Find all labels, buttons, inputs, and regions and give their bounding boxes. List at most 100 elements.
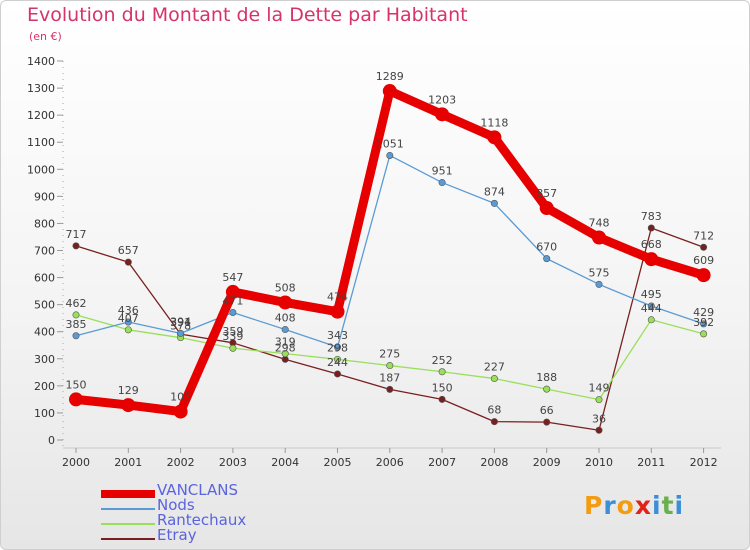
logo-letter: t (661, 491, 675, 520)
data-point (438, 179, 446, 187)
data-point (592, 230, 606, 245)
data-label: 150 (432, 381, 453, 394)
logo-letter: i (674, 491, 685, 520)
data-label: 227 (484, 361, 505, 374)
logo-letter: P (584, 491, 604, 520)
data-point (438, 368, 446, 376)
data-point (539, 200, 554, 215)
y-tick-label: 0 (48, 434, 55, 447)
data-point (333, 355, 341, 363)
data-point (647, 302, 655, 310)
y-tick-label: 800 (34, 217, 55, 230)
data-point (278, 295, 293, 310)
data-point (72, 242, 80, 250)
data-label: 670 (536, 241, 557, 254)
data-label: 436 (118, 304, 139, 317)
data-label: 474 (327, 291, 348, 304)
data-label: 391 (170, 316, 191, 329)
data-label: 394 (170, 315, 191, 328)
data-point (330, 304, 345, 319)
data-label: 951 (432, 165, 453, 178)
data-point (543, 255, 551, 263)
data-label: 462 (66, 297, 87, 310)
y-tick-label: 1300 (27, 82, 55, 95)
legend-label: VANCLANS (157, 481, 238, 499)
data-label: 1289 (376, 70, 404, 83)
data-point (487, 130, 502, 145)
x-tick-label: 2001 (114, 456, 142, 469)
data-point (647, 316, 655, 324)
data-label: 298 (275, 341, 296, 354)
logo-letter: o (616, 491, 635, 520)
data-point (173, 404, 188, 419)
x-tick-label: 2010 (585, 456, 613, 469)
x-tick-label: 2009 (533, 456, 561, 469)
x-tick-label: 2005 (324, 456, 352, 469)
data-point (435, 107, 450, 122)
legend-swatch (101, 508, 155, 510)
data-label: 1118 (480, 116, 508, 129)
y-tick-label: 500 (34, 299, 55, 312)
data-label: 392 (693, 316, 714, 329)
data-point (281, 326, 289, 334)
data-label: 385 (66, 318, 87, 331)
x-tick-label: 2000 (62, 456, 90, 469)
data-label: 444 (641, 302, 662, 315)
data-label: 339 (222, 330, 243, 343)
data-label: 508 (275, 281, 296, 294)
data-point (333, 370, 341, 378)
data-point (386, 362, 394, 370)
data-point (72, 311, 80, 319)
data-label: 471 (222, 294, 243, 307)
y-tick-label: 100 (34, 407, 55, 420)
data-point (124, 258, 132, 266)
data-label: 668 (641, 238, 662, 251)
x-tick-label: 2007 (428, 456, 456, 469)
data-label: 149 (589, 382, 610, 395)
data-label: 857 (536, 187, 557, 200)
data-point (490, 375, 498, 383)
data-label: 408 (275, 312, 296, 325)
data-label: 783 (641, 210, 662, 223)
data-point (595, 396, 603, 404)
data-label: 359 (222, 325, 243, 338)
data-labels: 717 657 391 359 298 244 187 150 68 66 36 783 712 462 4… (66, 70, 715, 425)
data-point (543, 418, 551, 426)
data-point (124, 318, 132, 326)
data-label: 1051 (376, 137, 404, 150)
data-point (229, 308, 237, 316)
data-label: 712 (693, 229, 714, 242)
data-point (333, 343, 341, 351)
data-label: 748 (589, 217, 610, 230)
data-label: 495 (641, 288, 662, 301)
data-point (382, 84, 397, 99)
y-tick-label: 200 (34, 380, 55, 393)
data-label: 378 (170, 320, 191, 333)
data-point (124, 326, 132, 334)
data-point (229, 344, 237, 352)
data-label: 105 (170, 391, 191, 404)
data-label: 343 (327, 329, 348, 342)
axes: 0 100 200 300 400 500 600 700 800 900 1000 1100 1200… (27, 55, 721, 469)
data-point (72, 332, 80, 340)
data-label: 244 (327, 356, 348, 369)
data-point (647, 224, 655, 232)
x-tick-label: 2003 (219, 456, 247, 469)
data-label: 66 (540, 404, 554, 417)
series-rantechaux (72, 311, 708, 404)
chart-title: Evolution du Montant de la Dette par Hab… (27, 4, 468, 26)
x-tick-label: 2004 (271, 456, 299, 469)
series-etray (72, 224, 708, 434)
data-point (225, 284, 240, 299)
data-point (281, 350, 289, 358)
y-tick-label: 1000 (27, 163, 55, 176)
y-tick-label: 1100 (27, 136, 55, 149)
y-tick-label: 900 (34, 190, 55, 203)
data-point (644, 252, 659, 267)
y-tick-label: 600 (34, 272, 55, 285)
data-point (438, 395, 446, 403)
data-point (177, 329, 185, 337)
data-label: 429 (693, 306, 714, 319)
x-tick-label: 2012 (690, 456, 718, 469)
